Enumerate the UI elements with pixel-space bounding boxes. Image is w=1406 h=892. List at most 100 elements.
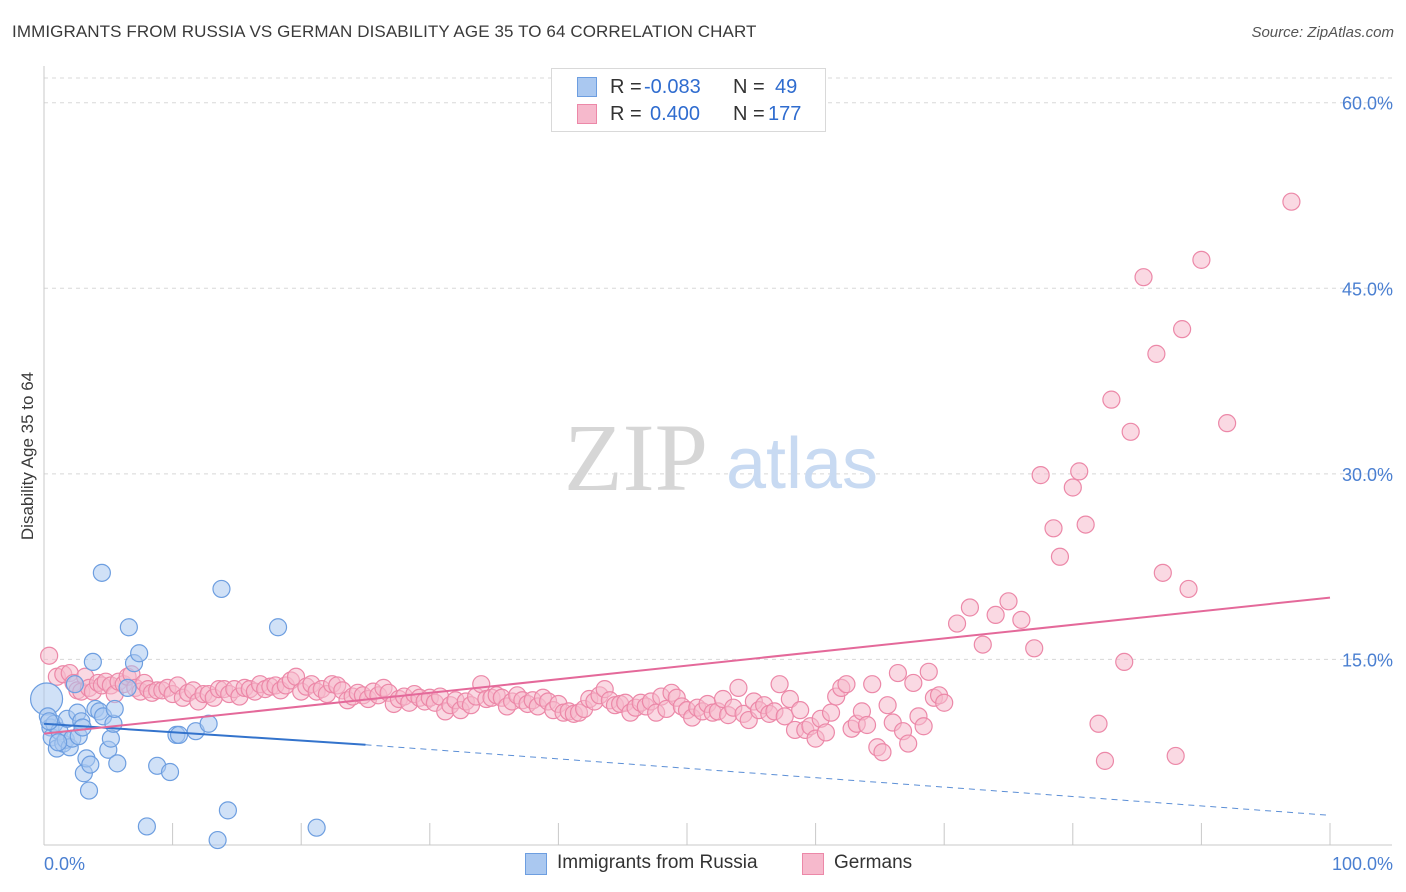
russia-point: [49, 733, 68, 752]
legend-n-value: 177: [768, 103, 802, 125]
watermark-atlas: atlas: [726, 424, 878, 504]
legend-row-germans: R = 0.400 N = 177: [552, 101, 825, 127]
germans-point: [1102, 390, 1121, 409]
germans-point: [1076, 515, 1095, 534]
russia-point: [130, 644, 149, 663]
russia-point: [118, 678, 137, 697]
russia-point: [79, 781, 99, 800]
germans-point: [1063, 478, 1082, 497]
trend-layer: [43, 596, 1331, 816]
germans-point: [863, 675, 882, 694]
germans-point: [986, 605, 1005, 625]
russia-trend-extension: [365, 744, 1331, 816]
germans-trend-line: [43, 596, 1331, 735]
russia-point: [169, 725, 189, 744]
bottom-legend-label: Immigrants from Russia: [557, 852, 758, 873]
germans-point: [1044, 519, 1063, 538]
russia-point: [101, 729, 120, 748]
legend-n-label: N =: [733, 76, 765, 98]
germans-point: [873, 743, 892, 762]
germans-point: [1192, 250, 1211, 269]
germans-point: [1115, 652, 1134, 672]
germans-point: [1089, 714, 1108, 733]
y-tick-label: 15.0%: [1342, 650, 1393, 670]
germans-point: [919, 662, 938, 681]
legend: R = -0.083 N = 49 R = 0.400 N = 177: [551, 68, 826, 132]
germans-point: [780, 689, 799, 709]
germans-point: [888, 663, 908, 683]
germans-point: [1134, 268, 1153, 287]
watermark: ZIP atlas: [564, 404, 878, 511]
bottom-legend-label: Germans: [834, 852, 913, 873]
germans-point: [816, 723, 835, 742]
legend-r-value: 0.400: [650, 103, 701, 125]
germans-point: [775, 707, 794, 726]
germans-point: [770, 675, 789, 694]
germans-point: [1282, 192, 1301, 211]
germans-point: [729, 678, 748, 697]
germans-point: [837, 675, 856, 694]
russia-point: [218, 801, 237, 820]
germans-point: [1166, 746, 1185, 766]
germans-point: [999, 592, 1018, 611]
russia-point: [83, 652, 102, 672]
russia-point: [119, 618, 138, 637]
germans-point: [791, 701, 810, 720]
germans-point: [1173, 320, 1192, 339]
y-tick-label: 60.0%: [1342, 94, 1393, 114]
germans-point: [904, 673, 923, 693]
germans-point: [1012, 610, 1031, 629]
germans-point: [1031, 466, 1050, 485]
russia-point: [65, 675, 84, 694]
russia-point: [137, 817, 156, 836]
russia-point: [81, 755, 100, 774]
russia-point: [160, 762, 180, 782]
y-tick-label: 45.0%: [1342, 279, 1393, 299]
germans-point: [1179, 579, 1198, 599]
germans-point: [1218, 414, 1237, 433]
legend-r-value: -0.083: [644, 76, 701, 98]
russia-point: [40, 712, 59, 731]
germans-point: [878, 696, 897, 715]
germans-point: [914, 717, 933, 736]
legend-swatch-blue: [577, 77, 597, 97]
germans-point: [1121, 422, 1140, 441]
russia-point: [212, 579, 231, 599]
germans-point: [1153, 563, 1172, 582]
chart-title: IMMIGRANTS FROM RUSSIA VS GERMAN DISABIL…: [12, 22, 757, 41]
russia-point: [105, 699, 124, 719]
x-tick-label: 0.0%: [44, 854, 85, 874]
germans-point: [1050, 547, 1070, 566]
legend-n-value: 49: [775, 76, 798, 98]
russia-point: [108, 754, 127, 773]
bottom-legend-swatch-blue: [525, 853, 547, 875]
bottom-legend: Immigrants from Russia Germans: [0, 852, 1406, 878]
axis-layer: [43, 66, 1392, 846]
germans-point: [821, 703, 841, 722]
germans-point: [1070, 462, 1089, 481]
y-tick-label: 30.0%: [1342, 465, 1393, 485]
germans-point: [40, 646, 59, 665]
legend-r-label: R =: [610, 103, 642, 125]
legend-row-russia: R = -0.083 N = 49: [552, 74, 825, 100]
germans-point: [1095, 751, 1115, 770]
germans-point: [960, 598, 980, 617]
germans-point: [935, 693, 954, 712]
germans-point: [899, 734, 918, 753]
legend-n-label: N =: [733, 103, 765, 125]
chart-source: Source: ZipAtlas.com: [1251, 24, 1394, 41]
russia-point: [92, 563, 111, 582]
legend-swatch-pink: [577, 104, 597, 124]
germans-point: [857, 715, 877, 735]
germans-point: [1025, 639, 1044, 658]
germans-point: [1147, 344, 1166, 363]
russia-point: [307, 818, 326, 837]
russia-point: [268, 618, 288, 637]
bottom-legend-swatch-pink: [802, 853, 824, 875]
grid-layer: [44, 77, 1392, 660]
legend-r-label: R =: [610, 76, 642, 98]
x-tick-label: 100.0%: [1332, 854, 1393, 874]
russia-point: [208, 830, 227, 850]
points-layer: [29, 192, 1301, 850]
